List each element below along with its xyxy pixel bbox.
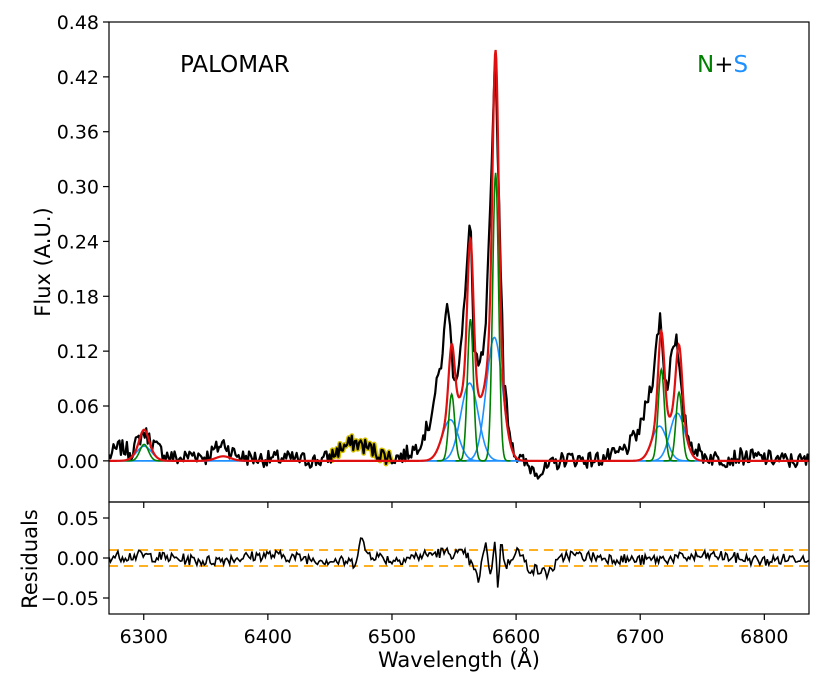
flux-plot-area (109, 49, 809, 480)
chart-legend: N+S (697, 52, 748, 78)
y-tick-label: 0.42 (57, 67, 99, 89)
residuals-axis-label: Residuals (18, 509, 42, 609)
residuals-plot-area (109, 537, 809, 588)
y-tick-label: 0.06 (57, 396, 99, 418)
x-axis-label: Wavelength (Å) (378, 646, 540, 672)
residuals-y-tick-label: 0.05 (57, 508, 99, 530)
narrow-component-0 (122, 443, 166, 462)
narrow-component-2 (455, 318, 486, 462)
x-tick-label: 6800 (740, 626, 788, 648)
y-tick-label: 0.00 (57, 451, 99, 473)
legend-s: S (734, 52, 749, 78)
y-tick-label: 0.24 (57, 231, 99, 253)
flux-panel: 0.00 0.06 0.12 0.18 0.24 0.30 0.36 0.42 0.48 (57, 12, 810, 508)
x-tick-label: 6300 (120, 626, 168, 648)
y-tick-label: 0.12 (57, 341, 99, 363)
legend-plus: + (714, 52, 733, 78)
total-fit-series (109, 49, 809, 462)
x-tick-label: 6500 (368, 626, 416, 648)
flux-axes-frame (108, 21, 810, 503)
y-tick-label: 0.36 (57, 122, 99, 144)
residuals-y-tick-label: −0.05 (41, 588, 99, 610)
panel-annotation: PALOMAR (180, 52, 290, 78)
narrow-component-5 (663, 390, 695, 462)
narrow-component-3 (480, 172, 511, 462)
y-tick-label: 0.48 (57, 12, 99, 34)
narrow-component-1 (436, 392, 467, 462)
residuals-series (109, 537, 809, 588)
legend-n: N (697, 52, 714, 78)
x-tick-label: 6600 (492, 626, 540, 648)
svg-text:N+S: N+S (697, 52, 748, 78)
x-tick-label: 6700 (616, 626, 664, 648)
narrow-component-4 (645, 366, 677, 462)
residuals-axes-frame (108, 501, 810, 615)
y-axis-label: Flux (A.U.) (31, 207, 55, 316)
residuals-y-tick-label: 0.00 (57, 548, 99, 570)
x-tick-label: 6400 (244, 626, 292, 648)
y-tick-label: 0.18 (57, 286, 99, 308)
y-tick-label: 0.30 (57, 177, 99, 199)
residuals-panel: 0.05 0.00 −0.05 6300 6400 6500 6600 6700 6800 (41, 501, 810, 648)
observed-spectrum-series (109, 65, 809, 480)
